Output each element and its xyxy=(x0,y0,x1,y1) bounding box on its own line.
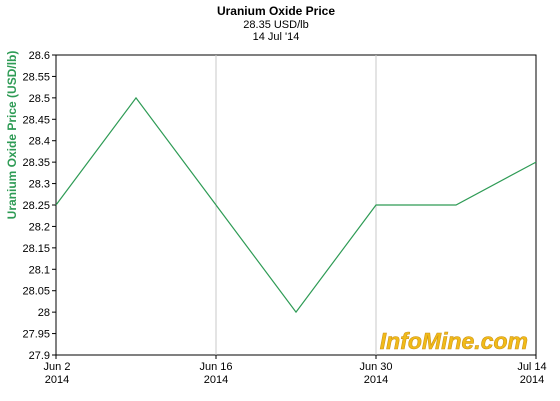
y-tick-label: 27.95 xyxy=(22,329,50,341)
x-tick-year-label: 2014 xyxy=(364,374,388,386)
x-tick-year-label: 2014 xyxy=(45,374,69,386)
y-tick-label: 28.25 xyxy=(22,200,50,212)
y-axis-label: Uranium Oxide Price (USD/lb) xyxy=(5,51,19,220)
x-tick-year-label: 2014 xyxy=(204,374,228,386)
infomine-watermark: InfoMine.com xyxy=(380,328,528,354)
chart-subtitle-price: 28.35 USD/lb xyxy=(243,19,308,31)
chart-subtitle-date: 14 Jul '14 xyxy=(253,31,300,43)
x-tick-label: Jun 30 xyxy=(359,361,392,373)
y-tick-label: 28.15 xyxy=(22,243,50,255)
y-tick-label: 28.2 xyxy=(29,221,50,233)
x-tick-label: Jul 14 xyxy=(517,361,546,373)
y-tick-label: 27.9 xyxy=(29,350,50,362)
chart-title: Uranium Oxide Price xyxy=(217,4,335,18)
y-tick-label: 28.45 xyxy=(22,114,50,126)
y-tick-label: 28.35 xyxy=(22,157,50,169)
x-tick-label: Jun 2 xyxy=(44,361,71,373)
y-tick-label: 28.55 xyxy=(22,71,50,83)
y-tick-label: 28.1 xyxy=(29,264,50,276)
y-tick-label: 28.5 xyxy=(29,93,50,105)
y-tick-label: 28.05 xyxy=(22,286,50,298)
series-layer xyxy=(55,96,537,314)
y-tick-label: 28.6 xyxy=(29,50,50,62)
y-axis-ticks: 27.9 27.95 28 28.05 28.1 28.15 28.2 28.25 28.3 28… xyxy=(22,50,56,362)
plot-area xyxy=(55,54,537,356)
y-tick-label: 28.4 xyxy=(29,136,50,148)
x-tick-year-label: 2014 xyxy=(520,374,544,386)
x-tick-label: Jun 16 xyxy=(199,361,232,373)
y-tick-label: 28.3 xyxy=(29,179,50,191)
y-tick-label: 28 xyxy=(38,307,50,319)
price-series-line xyxy=(55,96,537,314)
